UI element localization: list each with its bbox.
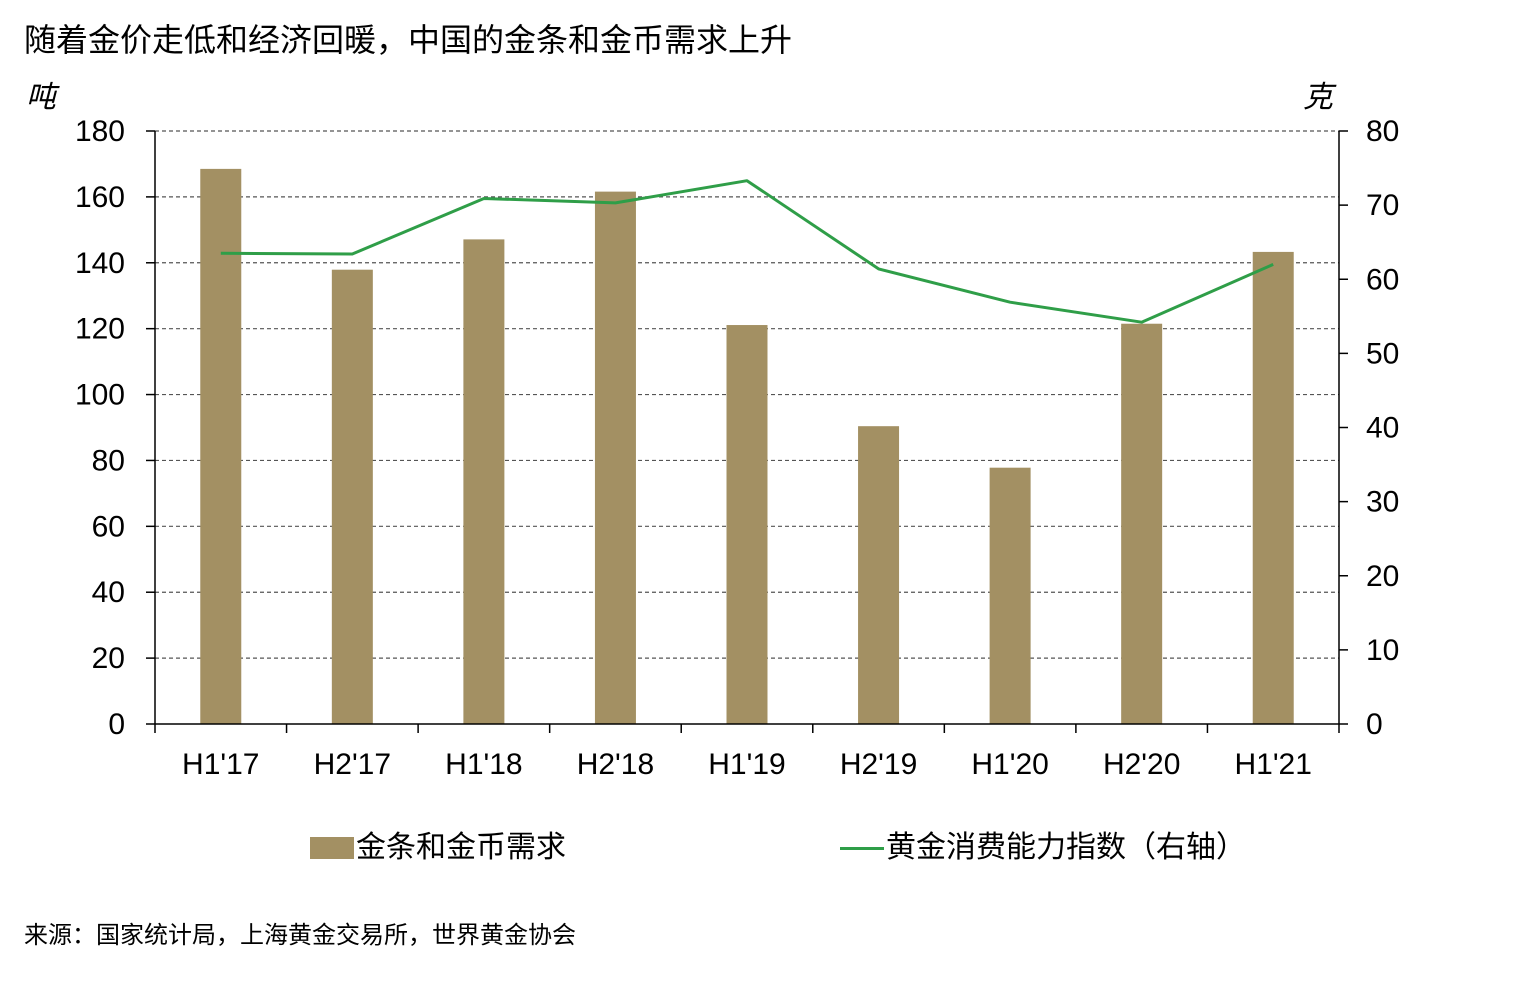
right-tick-label: 10 [1366,634,1399,667]
left-tick-label: 180 [75,115,125,148]
x-tick-label: H2'18 [577,748,654,781]
legend-line-label: 黄金消费能力指数（右轴） [886,830,1246,865]
bar-3 [594,191,636,724]
affordability-line [220,179,1274,324]
x-tick-label: H1'19 [708,748,785,781]
legend-bar-label: 金条和金币需求 [356,830,566,865]
left-tick-label: 140 [75,247,125,280]
right-tick-label: 20 [1366,560,1399,593]
x-tick-label: H2'19 [840,748,917,781]
bar-0 [200,168,242,724]
legend-bar-swatch [310,837,354,859]
left-tick-label: 100 [75,379,125,412]
bar-6 [989,467,1031,724]
left-tick-label: 120 [75,313,125,346]
right-tick-label: 60 [1366,263,1399,296]
x-tick-label: H1'18 [445,748,522,781]
bar-4 [726,325,768,724]
left-tick-label: 20 [92,642,125,675]
left-axis-unit: 吨 [26,80,56,115]
x-tick-label: H2'17 [314,748,391,781]
chart-title: 随着金价走低和经济回暖，中国的金条和金币需求上升 [24,21,793,59]
legend-item-line: 黄金消费能力指数（右轴） [840,828,1246,868]
x-tick-label: H1'21 [1234,748,1311,781]
legend-item-bars: 金条和金币需求 [310,828,566,868]
source-note: 来源：国家统计局，上海黄金交易所，世界黄金协会 [24,921,576,949]
bar-5 [858,426,900,724]
bar-8 [1252,251,1294,724]
right-axis-unit: 克 [1303,80,1333,115]
left-tick-label: 160 [75,181,125,214]
bar-2 [463,239,505,725]
left-tick-label: 60 [92,510,125,543]
x-tick-label: H1'17 [182,748,259,781]
bar-7 [1121,323,1163,724]
right-tick-label: 70 [1366,189,1399,222]
right-tick-label: 80 [1366,115,1399,148]
right-tick-label: 40 [1366,412,1399,445]
right-tick-label: 30 [1366,486,1399,519]
left-tick-label: 0 [108,708,125,741]
left-tick-label: 40 [92,576,125,609]
left-tick-label: 80 [92,444,125,477]
right-tick-label: 50 [1366,337,1399,370]
right-tick-label: 0 [1366,708,1383,741]
bar-1 [331,269,373,724]
legend-line-swatch [840,846,884,850]
x-tick-label: H1'20 [971,748,1048,781]
x-tick-label: H2'20 [1103,748,1180,781]
